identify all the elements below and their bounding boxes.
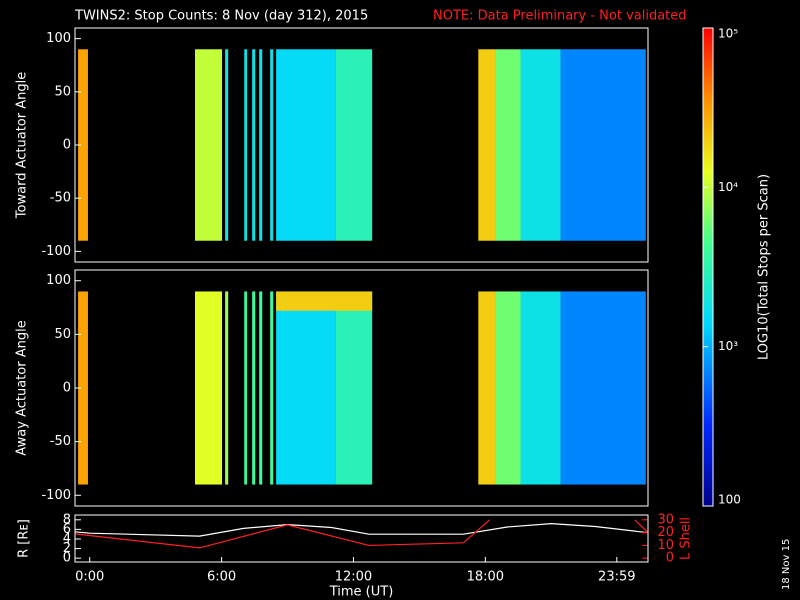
heatmap-cell bbox=[270, 291, 274, 485]
y-label: Toward Actuator Angle bbox=[15, 72, 30, 219]
heatmap-cell bbox=[276, 291, 336, 485]
plot-frame bbox=[74, 27, 649, 263]
y-tick-label: -100 bbox=[41, 244, 71, 259]
colorbar-tick-label: 10⁵ bbox=[718, 27, 738, 41]
y-label: Away Actuator Angle bbox=[15, 320, 30, 455]
y-tick-label: -100 bbox=[41, 488, 71, 503]
heatmap-cell bbox=[495, 291, 521, 485]
y2-tick-label: 20 bbox=[657, 525, 674, 540]
heatmap-cell bbox=[195, 49, 223, 241]
colorbar bbox=[702, 27, 714, 507]
series-line bbox=[74, 519, 649, 549]
y2-label: L Shell bbox=[679, 517, 694, 560]
heatmap-cell bbox=[78, 291, 88, 485]
y-tick-label: 100 bbox=[46, 273, 71, 288]
heatmap-cell bbox=[78, 49, 88, 241]
y-tick-label: 4 bbox=[63, 531, 71, 546]
heatmap-cell bbox=[259, 291, 263, 485]
y-tick-label: -50 bbox=[50, 191, 71, 206]
heatmap-cell bbox=[252, 291, 256, 485]
heatmap-cell bbox=[270, 49, 274, 241]
colorbar-tick-label: 10⁴ bbox=[718, 180, 738, 194]
heatmap-cell bbox=[244, 49, 248, 241]
colorbar-label: LOG10(Total Stops per Scan) bbox=[757, 174, 772, 360]
stamp: 18 Nov 15 bbox=[781, 539, 792, 590]
x-tick-label: 0:00 bbox=[75, 570, 104, 585]
heatmap-cell bbox=[335, 49, 373, 241]
heatmap-cell bbox=[276, 291, 373, 311]
heatmap-cell bbox=[225, 49, 229, 241]
heatmap-cell bbox=[244, 291, 248, 485]
y-tick-label: 0 bbox=[63, 138, 71, 153]
note: NOTE: Data Preliminary - Not validated bbox=[433, 9, 687, 24]
y2-tick-label: 0 bbox=[666, 551, 674, 566]
x-tick-label: 6:00 bbox=[207, 570, 236, 585]
plot-frame bbox=[74, 514, 649, 563]
title: TWINS2: Stop Counts: 8 Nov (day 312), 20… bbox=[74, 9, 368, 24]
y-tick-label: 0 bbox=[63, 381, 71, 396]
y2-tick-label: 10 bbox=[657, 538, 674, 553]
x-tick-label: 18:00 bbox=[467, 570, 504, 585]
colorbar-tick-label: 10³ bbox=[718, 339, 738, 353]
heatmap-cell bbox=[495, 49, 521, 241]
y2-tick-label: 30 bbox=[657, 512, 674, 527]
x-tick-label: 23:59 bbox=[598, 570, 635, 585]
x-tick-label: 12:00 bbox=[335, 570, 372, 585]
y-label: R [Rᴇ] bbox=[17, 519, 32, 558]
y-tick-label: 6 bbox=[63, 522, 71, 537]
heatmap-cell bbox=[252, 49, 256, 241]
x-label: Time (UT) bbox=[329, 585, 394, 600]
plot-frame bbox=[74, 269, 649, 507]
heatmap-cell bbox=[560, 291, 646, 485]
y-tick-label: 0 bbox=[63, 551, 71, 566]
heatmap-cell bbox=[478, 291, 496, 485]
colorbar-tick-label: 100 bbox=[718, 493, 741, 507]
heatmap-cell bbox=[259, 49, 263, 241]
heatmap-cell bbox=[195, 291, 223, 485]
y-tick-label: 100 bbox=[46, 31, 71, 46]
heatmap-cell bbox=[276, 49, 336, 241]
heatmap-cell bbox=[520, 291, 561, 485]
heatmap-cell bbox=[520, 49, 561, 241]
heatmap-cell bbox=[560, 49, 646, 241]
series-line bbox=[74, 522, 649, 537]
y-tick-label: -50 bbox=[50, 434, 71, 449]
y-tick-label: 8 bbox=[63, 512, 71, 527]
y-tick-label: 50 bbox=[54, 327, 71, 342]
y-tick-label: 2 bbox=[63, 541, 71, 556]
heatmap-cell bbox=[335, 291, 373, 485]
heatmap-cell bbox=[478, 49, 496, 241]
y-tick-label: 50 bbox=[54, 84, 71, 99]
heatmap-cell bbox=[225, 291, 229, 485]
